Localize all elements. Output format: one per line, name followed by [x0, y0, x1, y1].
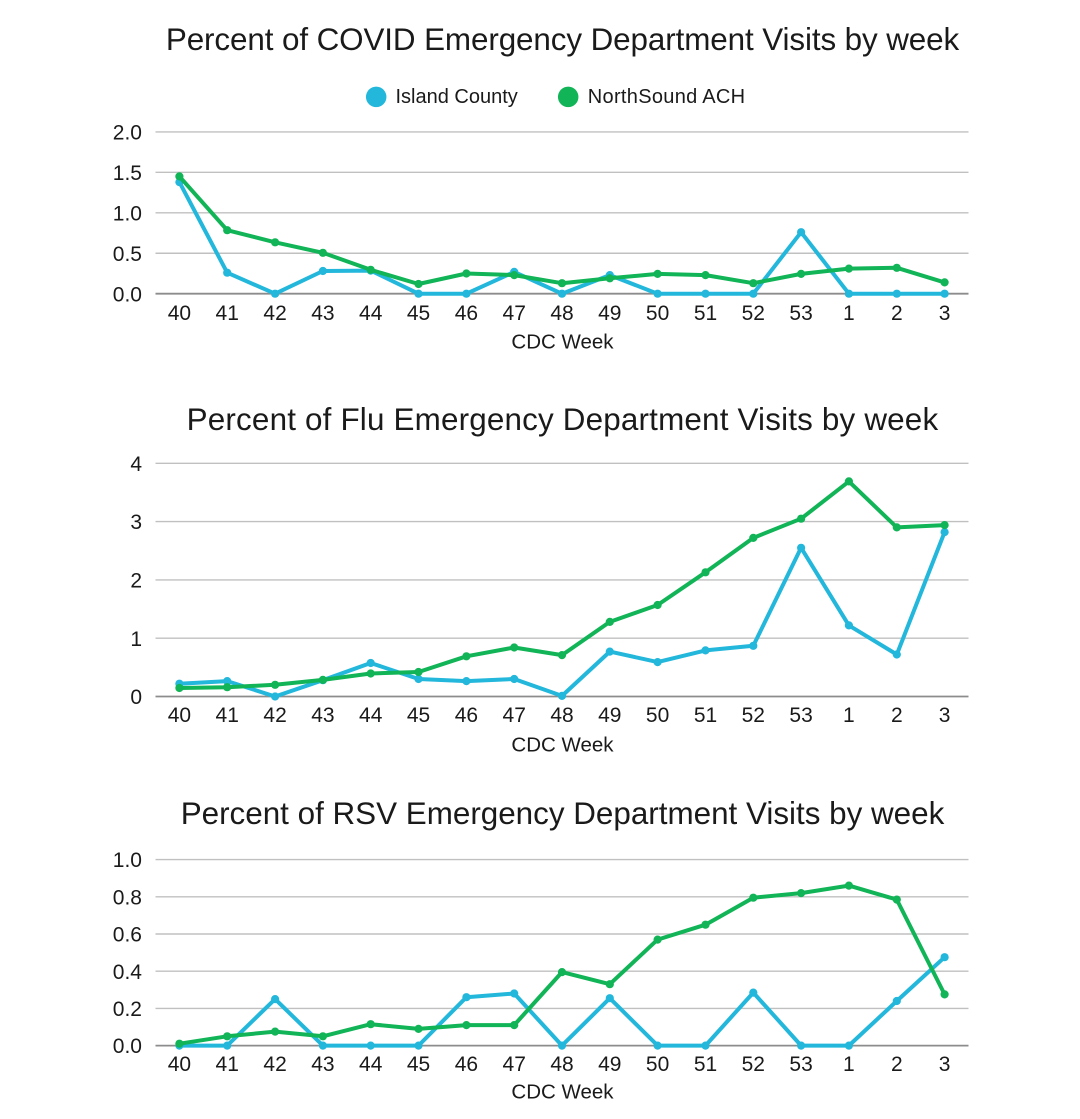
- svg-text:CDC Week: CDC Week: [511, 733, 614, 756]
- svg-text:CDC Week: CDC Week: [511, 330, 614, 353]
- svg-text:53: 53: [789, 302, 812, 325]
- svg-text:50: 50: [646, 1053, 669, 1076]
- svg-text:47: 47: [503, 302, 526, 325]
- svg-text:Percent of RSV Emergency Depar: Percent of RSV Emergency Department Visi…: [181, 796, 945, 831]
- svg-text:48: 48: [550, 704, 573, 727]
- svg-text:52: 52: [742, 1053, 765, 1076]
- svg-text:52: 52: [742, 704, 765, 727]
- svg-text:2: 2: [891, 704, 903, 727]
- svg-text:41: 41: [216, 302, 239, 325]
- svg-text:1: 1: [130, 628, 142, 651]
- svg-text:46: 46: [455, 1053, 478, 1076]
- svg-text:0.8: 0.8: [113, 886, 142, 909]
- svg-text:42: 42: [263, 302, 286, 325]
- svg-text:3: 3: [939, 704, 951, 727]
- svg-text:3: 3: [939, 1053, 951, 1076]
- svg-text:49: 49: [598, 302, 621, 325]
- svg-text:44: 44: [359, 1053, 383, 1076]
- svg-text:40: 40: [168, 704, 191, 727]
- svg-text:42: 42: [263, 704, 286, 727]
- svg-text:0.0: 0.0: [113, 283, 142, 306]
- svg-text:50: 50: [646, 704, 669, 727]
- svg-text:41: 41: [216, 704, 239, 727]
- svg-text:43: 43: [311, 704, 334, 727]
- svg-text:51: 51: [694, 1053, 717, 1076]
- svg-text:52: 52: [742, 302, 765, 325]
- svg-text:0.6: 0.6: [113, 924, 142, 947]
- svg-text:1.5: 1.5: [113, 162, 142, 185]
- svg-text:48: 48: [550, 302, 573, 325]
- svg-text:49: 49: [598, 704, 621, 727]
- svg-text:0.4: 0.4: [113, 961, 143, 984]
- svg-text:44: 44: [359, 704, 383, 727]
- svg-text:50: 50: [646, 302, 669, 325]
- svg-text:0.5: 0.5: [113, 243, 142, 266]
- svg-text:44: 44: [359, 302, 383, 325]
- svg-text:2.0: 2.0: [113, 122, 142, 145]
- svg-text:45: 45: [407, 1053, 430, 1076]
- svg-text:43: 43: [311, 1053, 334, 1076]
- svg-text:45: 45: [407, 704, 430, 727]
- svg-text:3: 3: [939, 302, 951, 325]
- svg-text:Island County: Island County: [396, 86, 518, 108]
- svg-text:40: 40: [168, 302, 191, 325]
- svg-text:42: 42: [263, 1053, 286, 1076]
- svg-text:53: 53: [789, 704, 812, 727]
- svg-text:41: 41: [216, 1053, 239, 1076]
- svg-text:NorthSound ACH: NorthSound ACH: [588, 86, 746, 108]
- svg-text:2: 2: [891, 302, 903, 325]
- svg-text:1: 1: [843, 704, 855, 727]
- svg-text:2: 2: [130, 570, 142, 593]
- svg-text:43: 43: [311, 302, 334, 325]
- svg-text:51: 51: [694, 704, 717, 727]
- svg-text:4: 4: [130, 453, 142, 476]
- svg-text:0.0: 0.0: [113, 1035, 142, 1058]
- svg-text:Percent of COVID Emergency Dep: Percent of COVID Emergency Department Vi…: [166, 22, 960, 57]
- svg-text:40: 40: [168, 1053, 191, 1076]
- svg-text:1: 1: [843, 1053, 855, 1076]
- svg-text:46: 46: [455, 704, 478, 727]
- svg-text:0.2: 0.2: [113, 998, 142, 1021]
- svg-text:49: 49: [598, 1053, 621, 1076]
- svg-text:47: 47: [503, 704, 526, 727]
- svg-text:1: 1: [843, 302, 855, 325]
- svg-text:1.0: 1.0: [113, 849, 142, 872]
- svg-text:53: 53: [789, 1053, 812, 1076]
- svg-text:51: 51: [694, 302, 717, 325]
- svg-text:Percent of Flu Emergency Depar: Percent of Flu Emergency Department Visi…: [187, 402, 939, 437]
- svg-text:46: 46: [455, 302, 478, 325]
- svg-text:2: 2: [891, 1053, 903, 1076]
- svg-text:48: 48: [550, 1053, 573, 1076]
- svg-text:45: 45: [407, 302, 430, 325]
- svg-text:CDC Week: CDC Week: [511, 1080, 614, 1103]
- svg-text:0: 0: [130, 686, 142, 709]
- svg-text:47: 47: [503, 1053, 526, 1076]
- svg-text:3: 3: [130, 511, 142, 534]
- svg-text:1.0: 1.0: [113, 202, 142, 225]
